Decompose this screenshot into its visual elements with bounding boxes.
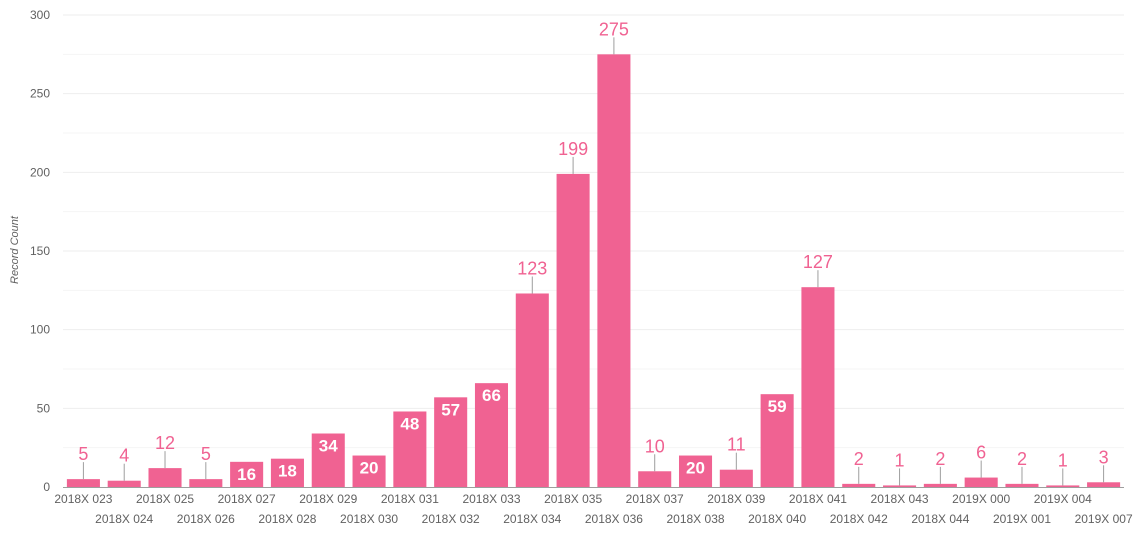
- bar[interactable]: [1087, 482, 1121, 487]
- x-tick-label: 2018X 030: [340, 512, 398, 526]
- y-tick-label: 100: [30, 323, 50, 337]
- bar[interactable]: [719, 469, 753, 487]
- x-axis: 2018X 023 2018X 024 2018X 025 2018X 026 2018…: [54, 492, 1133, 526]
- bar[interactable]: [801, 287, 835, 487]
- bar[interactable]: [556, 173, 590, 487]
- y-axis: 0 50 100 150 200 250 300: [30, 8, 50, 494]
- bar[interactable]: [842, 483, 876, 487]
- x-tick-label: 2019X 007: [1075, 512, 1133, 526]
- bar[interactable]: [474, 383, 509, 487]
- data-label: 12: [155, 433, 175, 453]
- data-label: 20: [686, 459, 705, 478]
- bar[interactable]: [1005, 483, 1039, 487]
- x-tick-label: 2018X 032: [422, 512, 480, 526]
- data-label: 4: [119, 446, 129, 466]
- bar[interactable]: [923, 483, 957, 487]
- data-label: 66: [482, 386, 501, 405]
- x-tick-label: 2018X 044: [911, 512, 969, 526]
- bar[interactable]: [515, 293, 549, 487]
- bar[interactable]: [883, 485, 917, 487]
- x-tick-label: 2018X 023: [54, 492, 112, 506]
- x-tick-label: 2019X 000: [952, 492, 1010, 506]
- data-label: 20: [360, 459, 379, 478]
- x-tick-label: 2018X 039: [707, 492, 765, 506]
- data-label: 5: [201, 444, 211, 464]
- x-tick-label: 2018X 027: [218, 492, 276, 506]
- x-tick-label: 2018X 037: [626, 492, 684, 506]
- data-label: 10: [645, 436, 665, 456]
- x-tick-label: 2018X 026: [177, 512, 235, 526]
- x-tick-label: 2018X 035: [544, 492, 602, 506]
- bar[interactable]: [760, 394, 794, 487]
- data-label: 48: [400, 414, 419, 433]
- y-tick-label: 150: [30, 244, 50, 258]
- bar[interactable]: [66, 479, 100, 487]
- data-label: 34: [319, 437, 338, 456]
- x-tick-label: 2018X 031: [381, 492, 439, 506]
- data-label: 2: [854, 449, 864, 469]
- data-label: 123: [517, 258, 547, 278]
- bar[interactable]: [1046, 485, 1080, 487]
- gridlines: [63, 14, 1124, 449]
- bar[interactable]: [189, 479, 223, 487]
- data-label: 11: [727, 435, 746, 455]
- x-tick-label: 2019X 004: [1034, 492, 1092, 506]
- data-label: 275: [599, 19, 629, 39]
- bar[interactable]: [597, 54, 631, 487]
- bar[interactable]: [393, 411, 427, 487]
- data-label: 6: [976, 443, 986, 463]
- data-label: 199: [558, 139, 588, 159]
- bar[interactable]: [270, 458, 304, 487]
- x-tick-label: 2018X 038: [666, 512, 724, 526]
- x-tick-label: 2018X 043: [871, 492, 929, 506]
- x-tick-label: 2018X 040: [748, 512, 806, 526]
- data-label: 2: [1017, 449, 1027, 469]
- bar[interactable]: [678, 455, 713, 487]
- data-label: 1: [1058, 450, 1068, 470]
- x-tick-label: 2018X 036: [585, 512, 643, 526]
- x-tick-label: 2018X 028: [258, 512, 316, 526]
- y-axis-label: Record Count: [9, 215, 21, 284]
- data-label: 1: [895, 450, 905, 470]
- data-label: 3: [1099, 447, 1109, 467]
- data-label: 127: [803, 252, 833, 272]
- bar[interactable]: [352, 455, 386, 487]
- data-label: 57: [441, 400, 460, 419]
- x-tick-label: 2018X 025: [136, 492, 194, 506]
- bar[interactable]: [311, 433, 345, 487]
- x-tick-label: 2018X 029: [299, 492, 357, 506]
- x-tick-label: 2018X 033: [462, 492, 520, 506]
- data-label: 5: [78, 444, 88, 464]
- bar[interactable]: [638, 471, 672, 487]
- y-tick-label: 0: [43, 480, 50, 494]
- data-label: 16: [237, 465, 256, 484]
- bar[interactable]: [230, 461, 264, 487]
- y-tick-label: 200: [30, 165, 50, 179]
- x-tick-label: 2018X 034: [503, 512, 561, 526]
- bar[interactable]: [964, 477, 998, 487]
- bar[interactable]: [148, 468, 182, 487]
- bar[interactable]: [107, 480, 141, 487]
- data-label: 59: [768, 397, 787, 416]
- x-tick-label: 2018X 042: [830, 512, 888, 526]
- y-tick-label: 50: [37, 401, 51, 415]
- x-tick-label: 2018X 041: [789, 492, 847, 506]
- data-label: 18: [278, 462, 297, 481]
- y-tick-label: 300: [30, 8, 50, 22]
- y-tick-label: 250: [30, 87, 50, 101]
- data-label: 2: [935, 449, 945, 469]
- bar[interactable]: [434, 397, 468, 487]
- x-tick-label: 2018X 024: [95, 512, 153, 526]
- x-tick-label: 2019X 001: [993, 512, 1051, 526]
